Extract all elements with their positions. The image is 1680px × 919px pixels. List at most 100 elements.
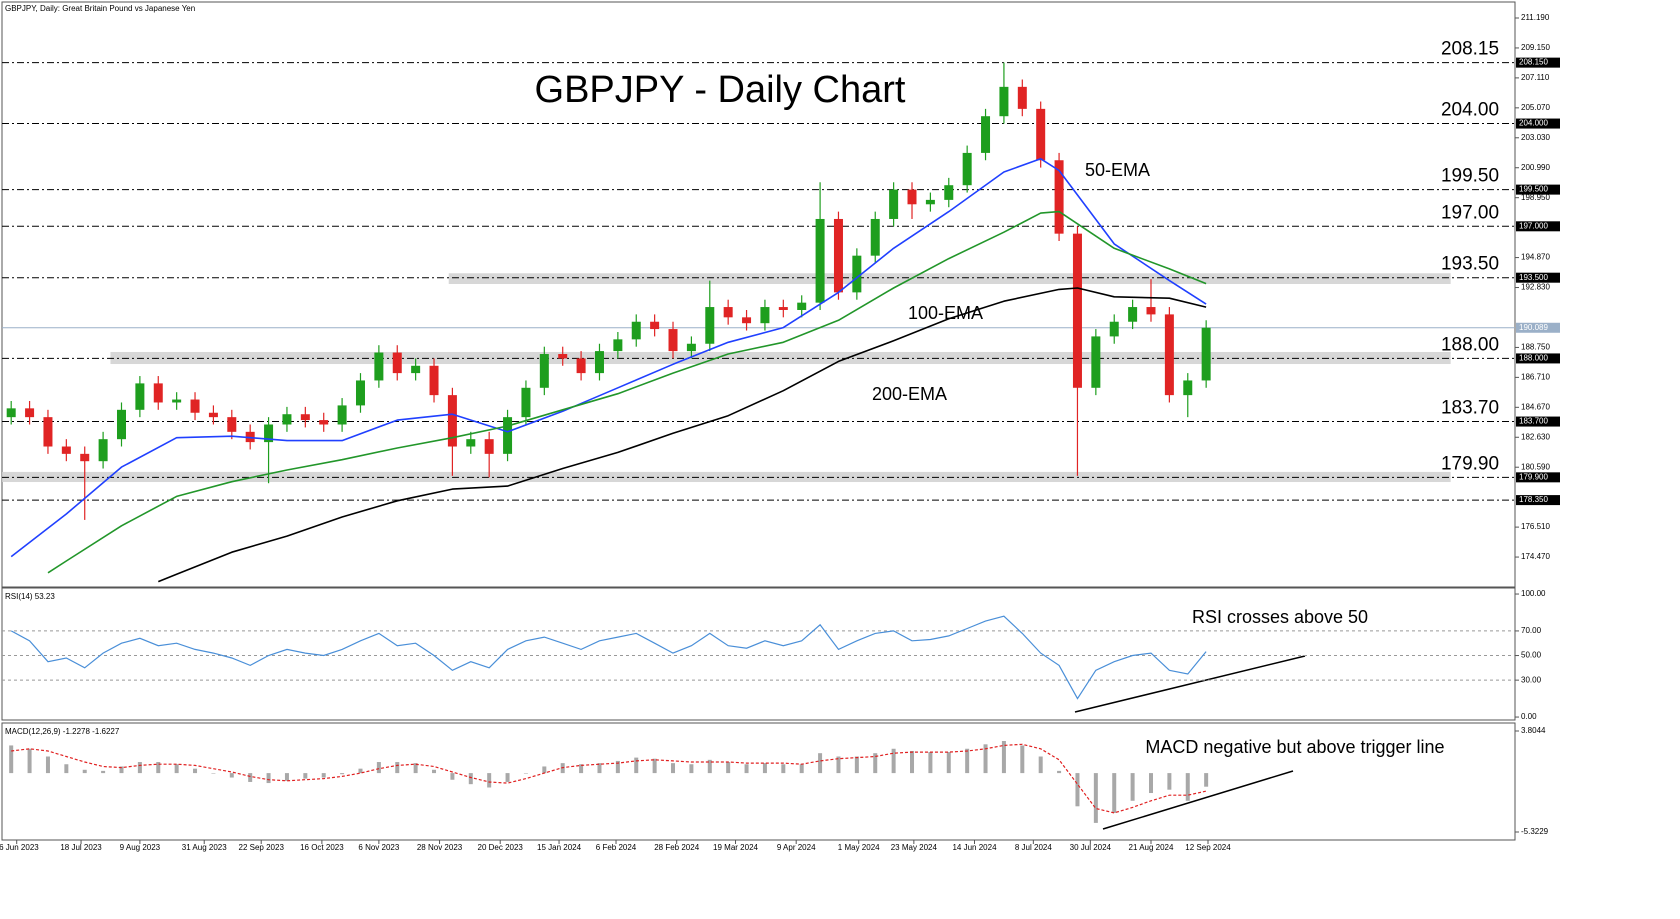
macd-bar <box>450 773 455 780</box>
macd-bar <box>64 764 69 774</box>
y-tick-label: 200.990 <box>1521 163 1550 172</box>
candle-body <box>227 417 237 432</box>
ema-line <box>158 287 1207 583</box>
y-tick-label: 194.870 <box>1521 253 1550 262</box>
x-tick-label: 6 Feb 2024 <box>596 843 637 852</box>
candle-body <box>1072 233 1082 388</box>
candle-body <box>1017 86 1027 109</box>
candle-body <box>1054 160 1064 234</box>
macd-bar <box>101 770 106 774</box>
macd-bar <box>523 773 528 774</box>
rsi-panel <box>1 587 1516 721</box>
macd-bar <box>468 773 473 785</box>
candle-body <box>337 405 347 425</box>
candle-body <box>594 351 604 374</box>
rsi-annotation: RSI crosses above 50 <box>1192 607 1368 627</box>
level-box <box>1516 57 1560 68</box>
candle-body <box>889 189 899 219</box>
y-tick-label: 184.670 <box>1521 402 1550 411</box>
candle-body <box>374 352 384 381</box>
macd-bar <box>156 762 161 774</box>
rsi-line <box>10 615 1207 700</box>
y-tick-label: 182.630 <box>1521 432 1550 441</box>
candle-body <box>944 185 954 200</box>
header: GBPJPY, Daily: Great Britain Pound vs Ja… <box>5 4 195 13</box>
macd-bar <box>873 753 878 774</box>
candle-body <box>742 317 752 324</box>
x-tick-label: 23 May 2024 <box>891 843 938 852</box>
macd-bar <box>983 744 988 774</box>
candle-body <box>1036 108 1046 161</box>
candle-body <box>98 439 108 462</box>
candle-body <box>1128 307 1138 322</box>
level-box <box>1516 495 1560 506</box>
candle-body <box>686 343 696 352</box>
panel-plot <box>9 741 1209 823</box>
macd-bar <box>1167 773 1172 790</box>
macd-title: MACD(12,26,9) -1.2278 -1.6227 <box>5 727 120 736</box>
panel-plot <box>2 615 1515 700</box>
macd-bar <box>689 764 694 774</box>
candle-body <box>723 307 733 318</box>
macd-bar <box>358 768 363 774</box>
macd-bar <box>1185 773 1190 801</box>
y-tick-label: 100.00 <box>1521 589 1546 598</box>
candle-body <box>282 414 292 425</box>
level-box <box>1516 322 1560 333</box>
x-tick-label: 22 Sep 2023 <box>239 843 285 852</box>
macd-bar <box>1020 745 1025 774</box>
macd-bar <box>726 762 731 774</box>
x-tick-label: 9 Apr 2024 <box>777 843 816 852</box>
level-label: 199.50 <box>1441 166 1499 187</box>
candle-body <box>907 189 917 205</box>
y-tick-label: 186.710 <box>1521 372 1550 381</box>
level-box <box>1516 353 1560 364</box>
y-tick-label: 180.590 <box>1521 462 1550 471</box>
candle-body <box>172 399 182 403</box>
x-tick-label: 30 Jul 2024 <box>1070 843 1112 852</box>
macd-bar <box>395 762 400 774</box>
candle-body <box>558 354 568 359</box>
level-label: 193.50 <box>1441 254 1499 275</box>
level-label: 204.00 <box>1441 100 1499 121</box>
x-tick-label: 31 Aug 2023 <box>182 843 227 852</box>
macd-bar <box>1130 773 1135 801</box>
macd-bar <box>965 748 970 774</box>
candle-body <box>539 354 549 388</box>
candle-body <box>1091 336 1101 388</box>
macd-bar <box>9 745 14 774</box>
candle-body <box>503 417 513 454</box>
macd-bar <box>744 764 749 774</box>
macd-bar <box>1204 773 1209 787</box>
y-tick-label: 211.190 <box>1521 13 1550 22</box>
y-tick-label: 188.750 <box>1521 343 1550 352</box>
macd-bar <box>781 764 786 774</box>
macd-bar <box>652 758 657 774</box>
candle-body <box>153 383 163 403</box>
candle-body <box>1183 380 1193 396</box>
candle-body <box>43 417 53 447</box>
candle-body <box>447 395 457 447</box>
ema-label: 100-EMA <box>908 303 983 323</box>
x-tick-label: 1 May 2024 <box>838 843 880 852</box>
candle-body <box>190 399 200 413</box>
macd-bar <box>836 756 841 774</box>
candle-body <box>797 302 807 310</box>
macd-bar <box>174 764 179 774</box>
candle-body <box>925 199 935 205</box>
x-tick-label: 18 Jul 2023 <box>60 843 102 852</box>
x-tick-label: 21 Aug 2024 <box>1129 843 1174 852</box>
candle-body <box>981 116 991 153</box>
x-tick-label: 16 Oct 2023 <box>300 843 344 852</box>
zone <box>448 273 1451 285</box>
macd-bar <box>928 752 933 774</box>
macd-bar <box>487 773 492 788</box>
candle-body <box>411 365 421 374</box>
level-box-label: 208.150 <box>1519 58 1548 67</box>
macd-bar <box>579 764 584 774</box>
macd-bar <box>505 773 510 782</box>
level-box-label: 179.900 <box>1519 472 1548 481</box>
x-tick-label: 15 Jan 2024 <box>537 843 582 852</box>
